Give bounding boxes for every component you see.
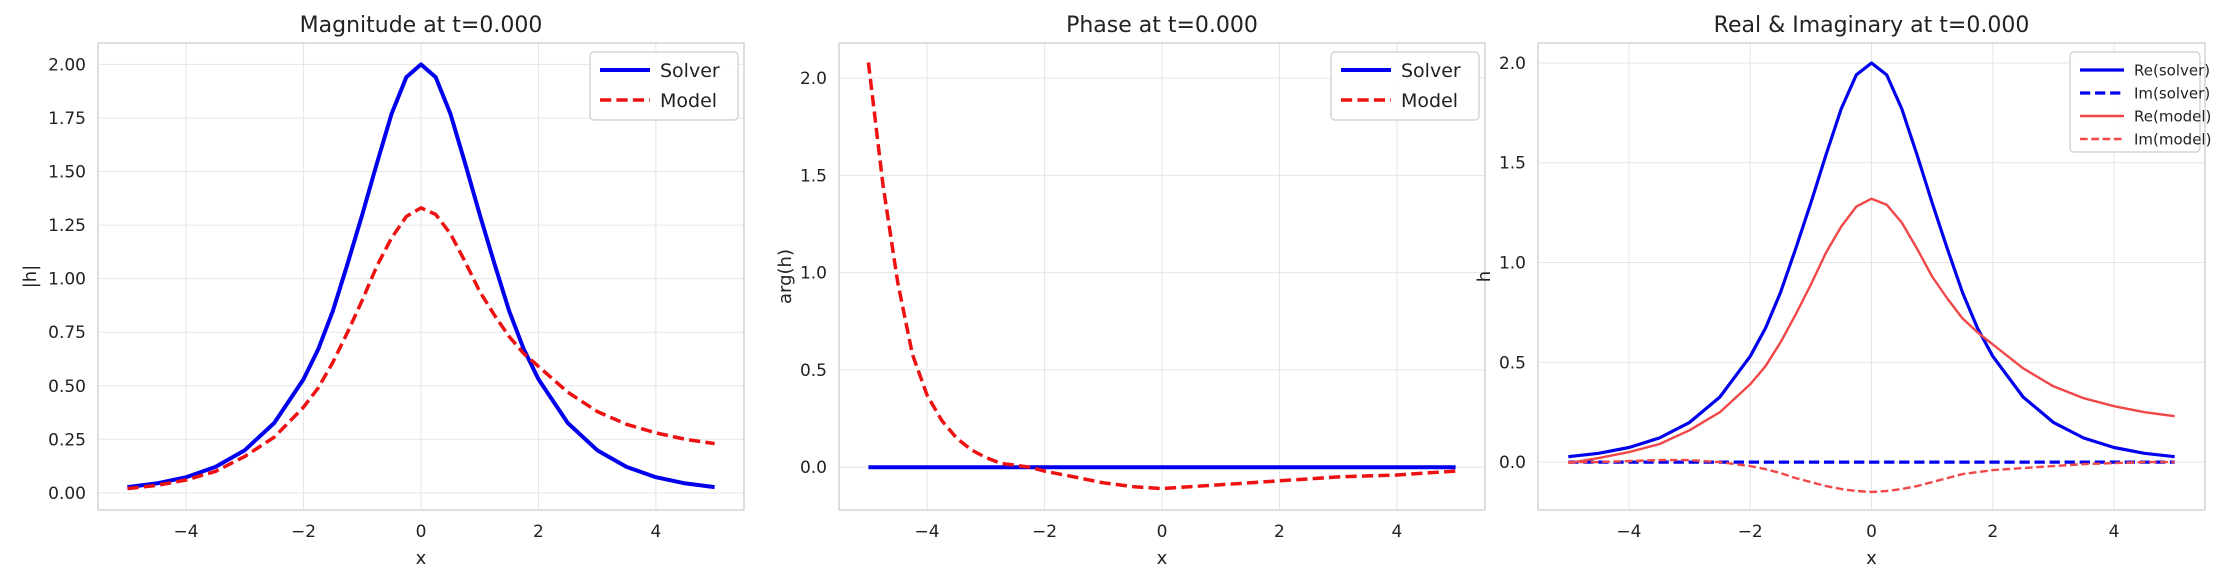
y-tick-label: 0.0 [1499,453,1526,473]
legend-label-solver: Solver [660,60,720,82]
x-axis-label: x [1157,548,1168,569]
legend-label-model: Model [660,90,717,112]
y-tick-label: 1.75 [48,109,86,129]
x-tick-label: 0 [1866,522,1877,542]
chart-title: Real & Imaginary at t=0.000 [1714,13,2030,38]
chart-3: −4 −2 0 2 4 0.0 0.5 1.0 1.5 2.0 Real & Imaginary a… [1474,13,2211,569]
series-line-model [127,206,715,491]
y-tick-label: 2.0 [800,69,827,89]
series-line-solver [127,62,715,490]
x-tick-label: 2 [533,522,544,542]
plot-frame [97,42,745,511]
y-tick-label: 1.00 [48,270,86,290]
y-tick-label: 0.0 [800,458,827,478]
y-tick-label: 0.5 [1499,353,1526,373]
y-tick-label: 0.50 [48,377,86,397]
legend: Re(solver) Im(solver) Re(model) Im(model) [2069,51,2211,153]
chart-title: Magnitude at t=0.000 [300,13,543,38]
y-tick-label: 1.50 [48,163,86,183]
y-tick-label: 1.5 [1499,154,1526,174]
y-axis-label: h [1474,271,1495,282]
legend: Solver Model [1330,51,1480,121]
y-tick-label: 2.0 [1499,54,1526,74]
x-tick-label: 4 [650,522,661,542]
x-tick-label: −2 [1738,522,1763,542]
x-tick-label: −4 [1616,522,1641,542]
legend: Solver Model [589,51,739,121]
legend-label-re-solver: Re(solver) [2134,61,2210,79]
legend-label-im-solver: Im(solver) [2134,84,2210,102]
legend-box [2069,51,2201,153]
y-tick-label: 1.0 [800,264,827,284]
chart-1: −4 −2 0 2 4 0.00 0.25 0.50 0.75 1.00 1.25 1.50 1.75 2… [20,13,745,569]
x-tick-label: −2 [1032,522,1057,542]
x-tick-label: 4 [2109,522,2120,542]
legend-label-model: Model [1401,90,1458,112]
y-tick-label: 0.5 [800,361,827,381]
x-tick-label: −4 [915,522,940,542]
legend-label-re-model: Re(model) [2134,107,2211,125]
plot-frame [1537,42,2206,511]
y-tick-label: 1.0 [1499,254,1526,274]
x-tick-label: 4 [1391,522,1402,542]
y-tick-label: 1.25 [48,216,86,236]
x-axis-label: x [1866,548,1877,569]
x-tick-label: 2 [1274,522,1285,542]
y-tick-label: 2.00 [48,55,86,75]
x-tick-label: −2 [291,522,316,542]
y-axis-label: |h| [20,265,41,289]
y-tick-label: 0.75 [48,323,86,343]
series-line-re-solver [1568,61,2175,459]
legend-label-im-model: Im(model) [2134,130,2211,148]
series-line-model [866,62,1456,491]
y-tick-label: 0.00 [48,484,86,504]
chart-title: Phase at t=0.000 [1066,13,1258,38]
plot-frame [838,42,1486,511]
y-axis-label: arg(h) [775,249,796,304]
x-axis-label: x [416,548,427,569]
x-tick-label: 0 [416,522,427,542]
series-line-re-model [1568,197,2175,465]
chart-2: −4 −2 0 2 4 0.0 0.5 1.0 1.5 2.0 Phase at t=0.000 x a… [775,13,1486,569]
y-tick-label: 1.5 [800,166,827,186]
series-line-im-model [1568,458,2175,494]
x-tick-label: −4 [174,522,199,542]
legend-label-solver: Solver [1401,60,1461,82]
x-tick-label: 0 [1157,522,1168,542]
x-tick-label: 2 [1987,522,1998,542]
y-tick-label: 0.25 [48,430,86,450]
